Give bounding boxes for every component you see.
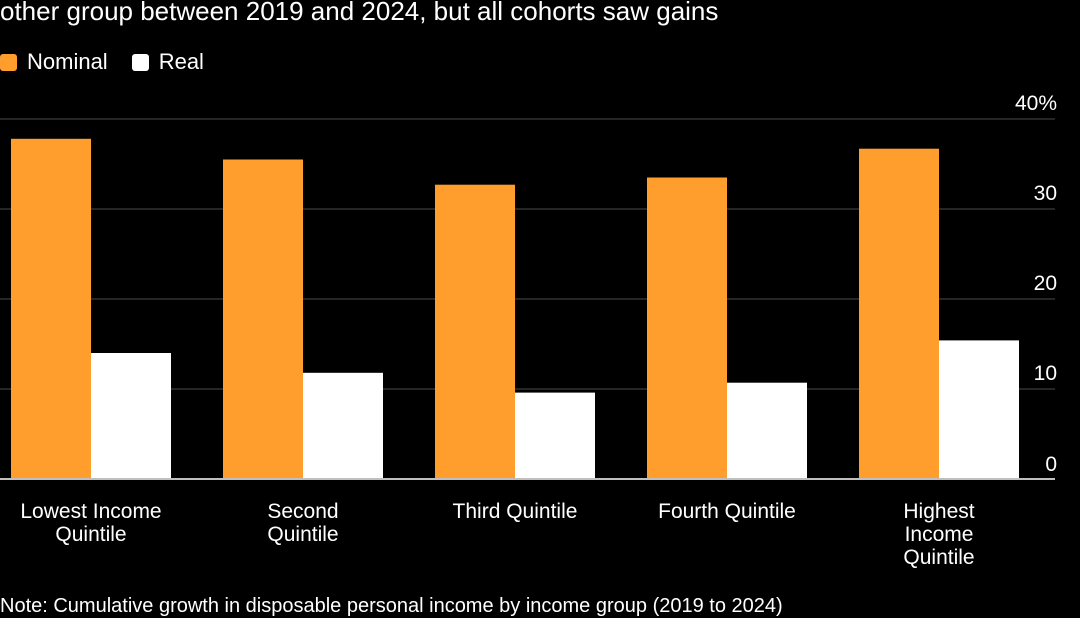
y-tick-label: 20 — [1034, 272, 1057, 295]
bar-nominal — [859, 148, 939, 479]
chart-subtitle: other group between 2019 and 2024, but a… — [0, 0, 719, 26]
x-category-label: Highest — [903, 500, 974, 523]
bar-real — [91, 353, 171, 479]
legend-label-real: Real — [158, 49, 204, 74]
x-category-label: Second — [267, 500, 338, 523]
chart-note: Note: Cumulative growth in disposable pe… — [0, 595, 783, 617]
y-tick-label: 30 — [1034, 182, 1057, 205]
x-category-label: Income — [905, 523, 974, 546]
x-category-label: Quintile — [903, 546, 974, 569]
bar-real — [939, 340, 1019, 479]
bar-nominal — [435, 184, 515, 479]
legend: Nominal Real — [0, 48, 228, 76]
legend-label-nominal: Nominal — [27, 49, 108, 74]
x-category-label: Fourth Quintile — [658, 500, 796, 523]
y-tick-label: 40% — [1015, 92, 1057, 115]
x-category-label: Lowest Income — [20, 500, 161, 523]
bar-real — [727, 382, 807, 479]
legend-item-nominal: Nominal — [0, 49, 108, 75]
bar-nominal — [11, 138, 91, 480]
x-category-label: Quintile — [55, 523, 126, 546]
y-tick-label: 0 — [1045, 453, 1057, 476]
bar-nominal — [647, 177, 727, 479]
bars — [11, 138, 1019, 480]
legend-item-real: Real — [131, 49, 204, 75]
legend-swatch-nominal — [0, 53, 17, 71]
bar-real — [515, 392, 595, 479]
x-category-label: Third Quintile — [453, 500, 578, 523]
bar-real — [303, 372, 383, 479]
y-tick-label: 10 — [1034, 362, 1057, 385]
bar-nominal — [223, 159, 303, 479]
legend-swatch-real — [131, 53, 149, 71]
x-category-label: Quintile — [267, 523, 338, 546]
